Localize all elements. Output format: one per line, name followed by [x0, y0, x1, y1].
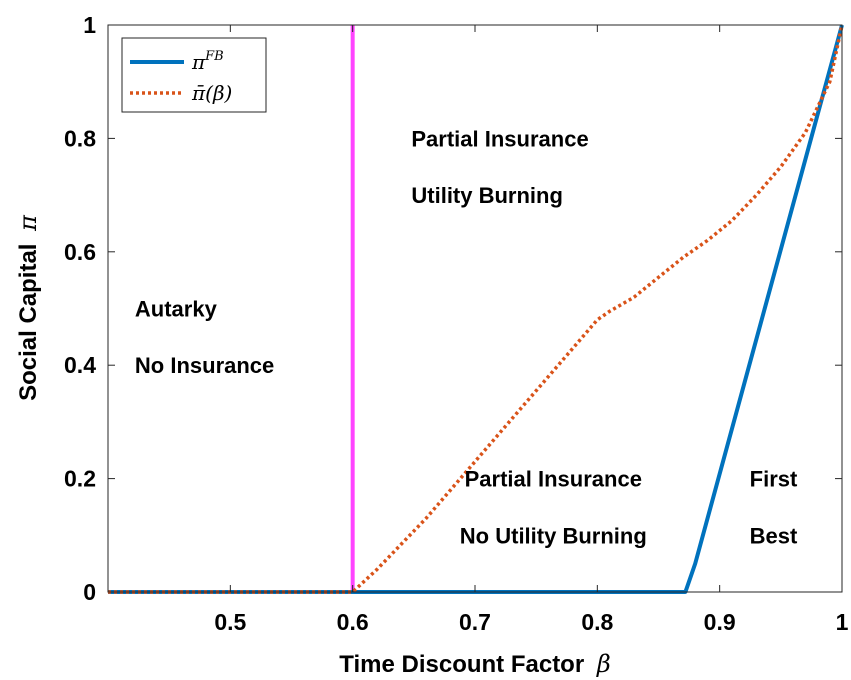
x-tick-label: 0.6 [337, 609, 369, 635]
x-axis-title-text: Time Discount Factor [339, 651, 584, 678]
annotation-best: Best [750, 523, 798, 548]
annotation-no-insurance: No Insurance [135, 353, 274, 378]
legend-label-pi-bar: π̄(β) [191, 81, 232, 105]
y-tick-label: 0.8 [64, 125, 96, 151]
annotation-partial-insurance-bottom: Partial Insurance [465, 467, 642, 492]
annotation-utility-burning: Utility Burning [411, 183, 563, 208]
y-tick-label: 0.6 [64, 239, 96, 265]
y-tick-label: 0 [83, 579, 96, 605]
region-annotations: Autarky No Insurance Partial Insurance Util… [135, 126, 798, 548]
x-tick-label: 0.8 [581, 609, 613, 635]
annotation-autarky: Autarky [135, 297, 218, 322]
y-axis-title: Social Capital π [14, 214, 42, 401]
y-tick-label: 0.4 [64, 352, 96, 378]
x-axis-title: Time Discount Factor β [339, 650, 610, 678]
x-tick-label: 0.5 [214, 609, 246, 635]
x-axis-title-symbol: β [596, 650, 611, 678]
plot-area [108, 25, 842, 592]
x-tick-label: 1 [836, 609, 849, 635]
annotation-first: First [750, 467, 798, 492]
legend-box [121, 37, 267, 113]
x-tick-label: 0.9 [704, 609, 736, 635]
annotation-no-utility-burning: No Utility Burning [460, 523, 647, 548]
y-tick-label: 1 [83, 12, 96, 38]
series-line-pi-bar [108, 24, 844, 594]
legend: πFB π̄(β) [121, 37, 267, 113]
y-axis-title-symbol: π [14, 214, 42, 232]
annotation-partial-insurance-top: Partial Insurance [411, 126, 588, 151]
x-tick-label: 0.7 [459, 609, 491, 635]
axis-titles: Time Discount Factor β Social Capital π [14, 214, 611, 678]
y-tick-label: 0.2 [64, 466, 96, 492]
y-axis-title-text: Social Capital [15, 244, 42, 401]
axes: 0.5 0.6 0.7 0.8 0.9 1 0 0.2 0.4 0.6 0.8 1 [64, 12, 849, 635]
legend-label-first-best: πFB [191, 49, 224, 74]
